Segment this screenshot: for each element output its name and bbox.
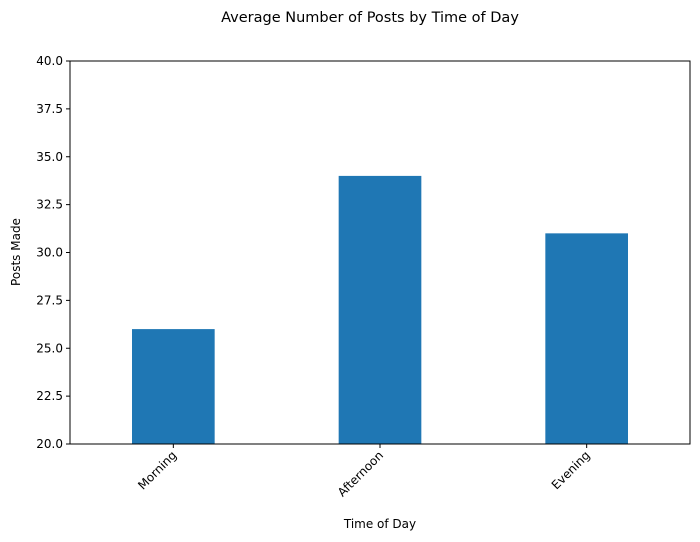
y-tick-label: 37.5	[36, 102, 63, 116]
x-tick-label: Morning	[135, 448, 179, 492]
bar-morning	[132, 329, 215, 444]
y-tick-label: 20.0	[36, 437, 63, 451]
y-tick-label: 25.0	[36, 341, 63, 355]
y-tick-label: 27.5	[36, 293, 63, 307]
bar-afternoon	[338, 175, 422, 444]
chart-title: Average Number of Posts by Time of Day	[221, 10, 519, 26]
x-axis: Morning Afternoon Evening	[135, 444, 593, 499]
y-axis-label: Posts Made	[9, 218, 23, 286]
y-tick-label: 40.0	[36, 54, 63, 68]
y-axis: 20.0 22.5 25.0 27.5 30.0 32.5 35.0 37.5 40.0	[36, 54, 70, 451]
plot-frame	[69, 60, 691, 445]
y-tick-label: 30.0	[36, 246, 63, 260]
bar-evening	[545, 233, 628, 444]
y-tick-label: 22.5	[36, 389, 63, 403]
bars-group	[132, 175, 628, 444]
x-tick-label: Afternoon	[335, 448, 386, 499]
x-tick-label: Evening	[549, 448, 593, 492]
y-tick-label: 32.5	[36, 198, 63, 212]
y-tick-label: 35.0	[36, 150, 63, 164]
x-axis-label: Time of Day	[343, 517, 416, 531]
